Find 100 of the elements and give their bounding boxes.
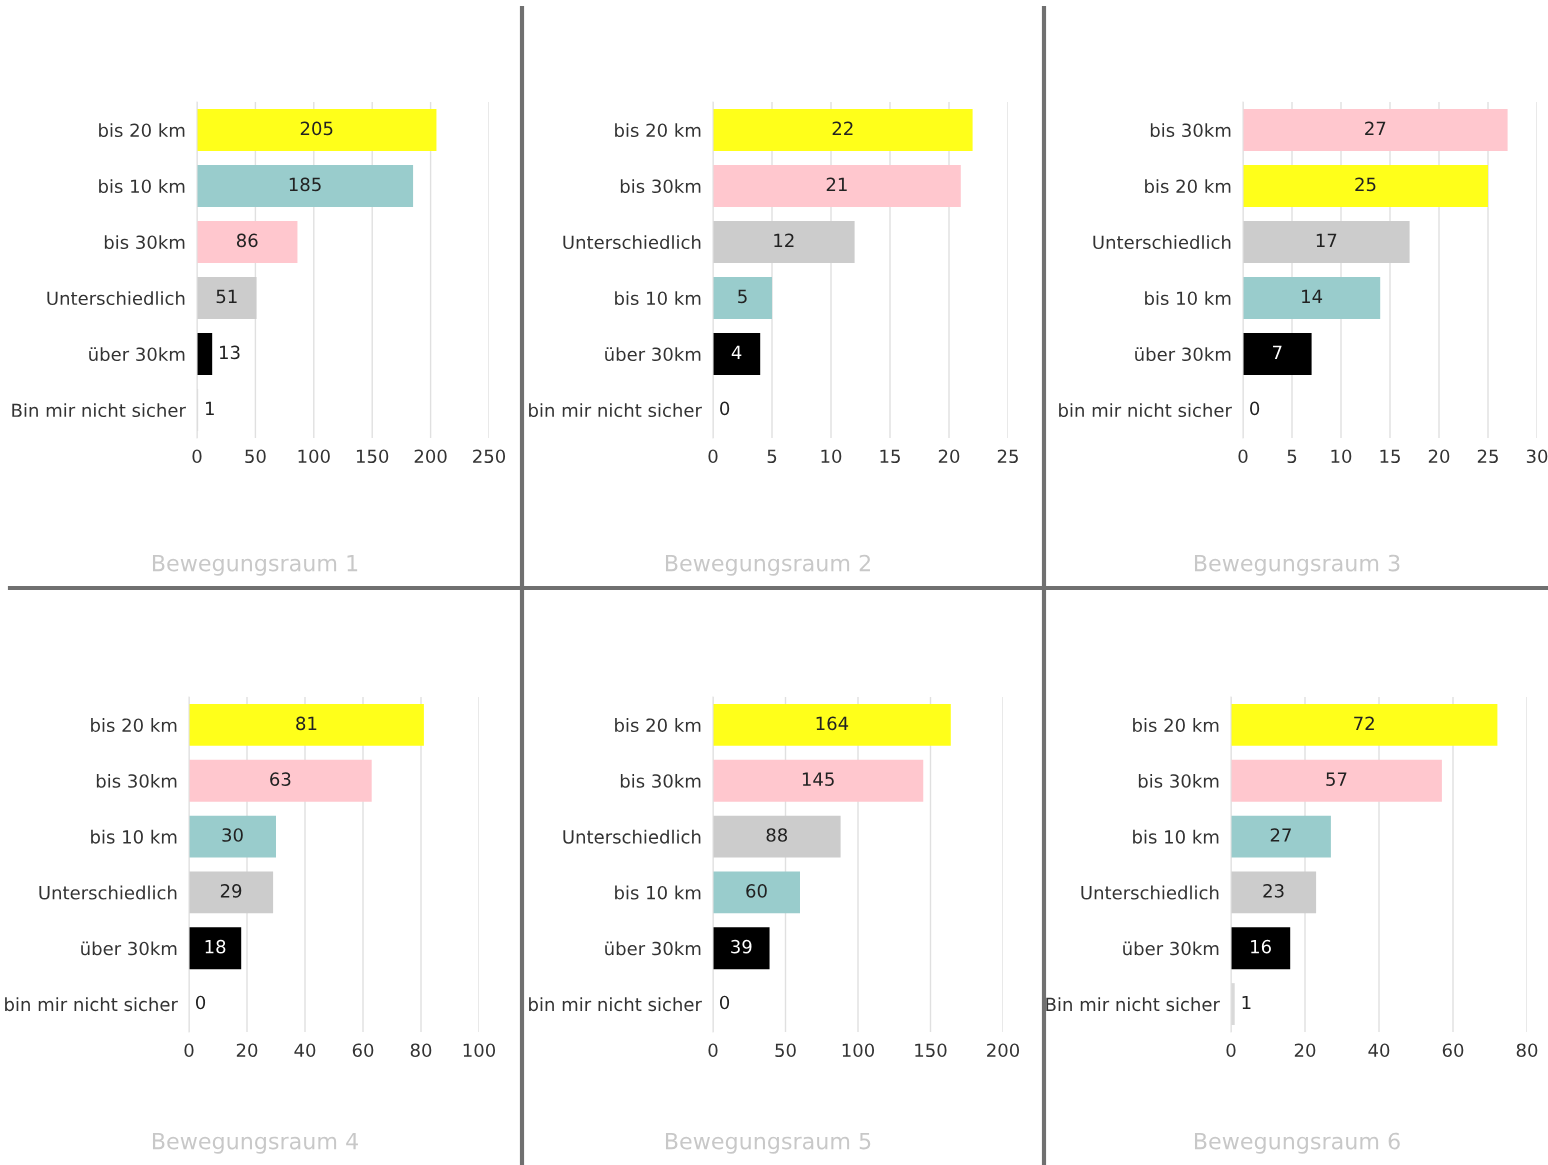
y-tick-label: bin mir nicht sicher bbox=[529, 403, 702, 418]
data-label: 17 bbox=[1316, 233, 1337, 247]
data-label: 4 bbox=[731, 345, 742, 359]
bar bbox=[1231, 815, 1331, 858]
bar bbox=[713, 871, 800, 914]
bar bbox=[189, 871, 274, 914]
bar bbox=[713, 703, 951, 746]
data-label: 22 bbox=[832, 121, 853, 135]
y-tick-label: über 30km bbox=[605, 941, 701, 956]
y-tick-label: bis 30km bbox=[620, 773, 701, 788]
y-tick-label: bis 10 km bbox=[91, 829, 177, 844]
bar bbox=[1231, 759, 1442, 802]
y-tick-label: bis 30km bbox=[620, 179, 701, 194]
data-label: 81 bbox=[296, 716, 317, 731]
bar bbox=[189, 703, 424, 746]
bar bbox=[1231, 871, 1317, 914]
data-label: 57 bbox=[1326, 772, 1347, 786]
y-tick-label: bis 20 km bbox=[615, 123, 701, 138]
y-tick-label: bin mir nicht sicher bbox=[5, 997, 178, 1012]
data-label: 72 bbox=[1354, 716, 1374, 730]
data-label: 86 bbox=[236, 233, 258, 248]
data-label: 145 bbox=[802, 772, 834, 786]
bar bbox=[189, 759, 372, 802]
data-label: 0 bbox=[719, 995, 730, 1010]
x-tick-label: 150 bbox=[915, 1043, 947, 1058]
data-label: 63 bbox=[270, 772, 291, 786]
data-label: 12 bbox=[774, 233, 794, 247]
bar bbox=[1243, 333, 1312, 375]
bar bbox=[197, 165, 414, 207]
y-tick-label: bis 10 km bbox=[615, 885, 701, 900]
data-label: 88 bbox=[766, 828, 788, 842]
bar bbox=[713, 165, 961, 207]
bar bbox=[1243, 165, 1488, 207]
bar bbox=[1231, 927, 1291, 970]
bar bbox=[197, 333, 213, 375]
x-tick-label: 25 bbox=[1477, 449, 1498, 464]
data-label: 7 bbox=[1273, 345, 1282, 359]
bar bbox=[1243, 277, 1381, 319]
x-tick-label: 20 bbox=[236, 1043, 258, 1058]
data-label: 29 bbox=[220, 884, 242, 898]
y-tick-label: bis 10 km bbox=[1133, 829, 1219, 844]
y-tick-label: Bin mir nicht sicher bbox=[12, 403, 186, 418]
bar bbox=[189, 815, 276, 858]
data-label: 1 bbox=[1242, 995, 1251, 1010]
x-tick-label: 10 bbox=[821, 449, 842, 464]
bar bbox=[713, 927, 770, 970]
y-tick-label: bis 20 km bbox=[1133, 718, 1219, 733]
bar bbox=[1243, 109, 1508, 151]
y-tick-label: Unterschiedlich bbox=[47, 291, 185, 306]
data-label: 0 bbox=[195, 995, 206, 1010]
data-label: 21 bbox=[826, 177, 847, 191]
x-tick-label: 100 bbox=[463, 1043, 496, 1058]
data-label: 27 bbox=[1365, 121, 1386, 135]
data-label: 0 bbox=[720, 401, 730, 416]
y-tick-label: Unterschiedlich bbox=[563, 235, 701, 250]
bar bbox=[197, 277, 257, 319]
bar bbox=[1231, 703, 1498, 746]
x-tick-label: 40 bbox=[1368, 1043, 1390, 1058]
x-tick-label: 250 bbox=[473, 449, 506, 464]
y-tick-label: bis 10 km bbox=[615, 291, 701, 306]
x-tick-label: 200 bbox=[414, 449, 447, 464]
bar bbox=[713, 277, 772, 319]
x-tick-label: 0 bbox=[184, 1043, 194, 1058]
bar bbox=[189, 927, 242, 970]
data-label: 13 bbox=[220, 345, 240, 360]
x-tick-label: 40 bbox=[294, 1043, 316, 1058]
y-tick-label: Unterschiedlich bbox=[1081, 885, 1219, 900]
x-tick-label: 80 bbox=[410, 1043, 432, 1058]
y-tick-label: über 30km bbox=[1123, 941, 1219, 956]
x-tick-label: 60 bbox=[352, 1043, 374, 1058]
x-tick-label: 25 bbox=[997, 449, 1018, 464]
x-tick-label: 20 bbox=[938, 449, 960, 464]
y-tick-label: bis 10 km bbox=[99, 179, 185, 194]
data-label: 1 bbox=[205, 401, 214, 415]
data-label: 51 bbox=[216, 289, 237, 304]
data-label: 5 bbox=[738, 289, 747, 304]
x-tick-label: 20 bbox=[1294, 1043, 1316, 1058]
y-tick-label: bis 20 km bbox=[99, 123, 185, 138]
bar bbox=[197, 221, 298, 263]
data-label: 27 bbox=[1270, 828, 1291, 842]
x-tick-label: 5 bbox=[1287, 449, 1297, 464]
x-tick-label: 50 bbox=[245, 449, 266, 464]
y-tick-label: bis 30km bbox=[104, 235, 185, 250]
y-tick-label: bin mir nicht sicher bbox=[529, 997, 702, 1012]
bar bbox=[1243, 221, 1410, 263]
data-label: 0 bbox=[1250, 401, 1260, 416]
data-label: 25 bbox=[1355, 177, 1376, 192]
x-tick-label: 15 bbox=[880, 449, 900, 464]
data-label: 16 bbox=[1251, 939, 1271, 954]
x-tick-label: 100 bbox=[298, 449, 330, 464]
x-tick-label: 0 bbox=[1226, 1043, 1236, 1058]
y-tick-label: über 30km bbox=[1135, 347, 1231, 362]
y-tick-label: bis 20 km bbox=[1145, 179, 1231, 194]
y-tick-label: über 30km bbox=[89, 347, 185, 362]
bar bbox=[713, 333, 761, 375]
y-tick-label: bis 20 km bbox=[615, 718, 701, 733]
y-tick-label: Bin mir nicht sicher bbox=[1046, 997, 1220, 1012]
data-label: 60 bbox=[746, 884, 767, 898]
x-tick-label: 200 bbox=[987, 1043, 1020, 1058]
y-tick-label: Unterschiedlich bbox=[1093, 235, 1231, 250]
